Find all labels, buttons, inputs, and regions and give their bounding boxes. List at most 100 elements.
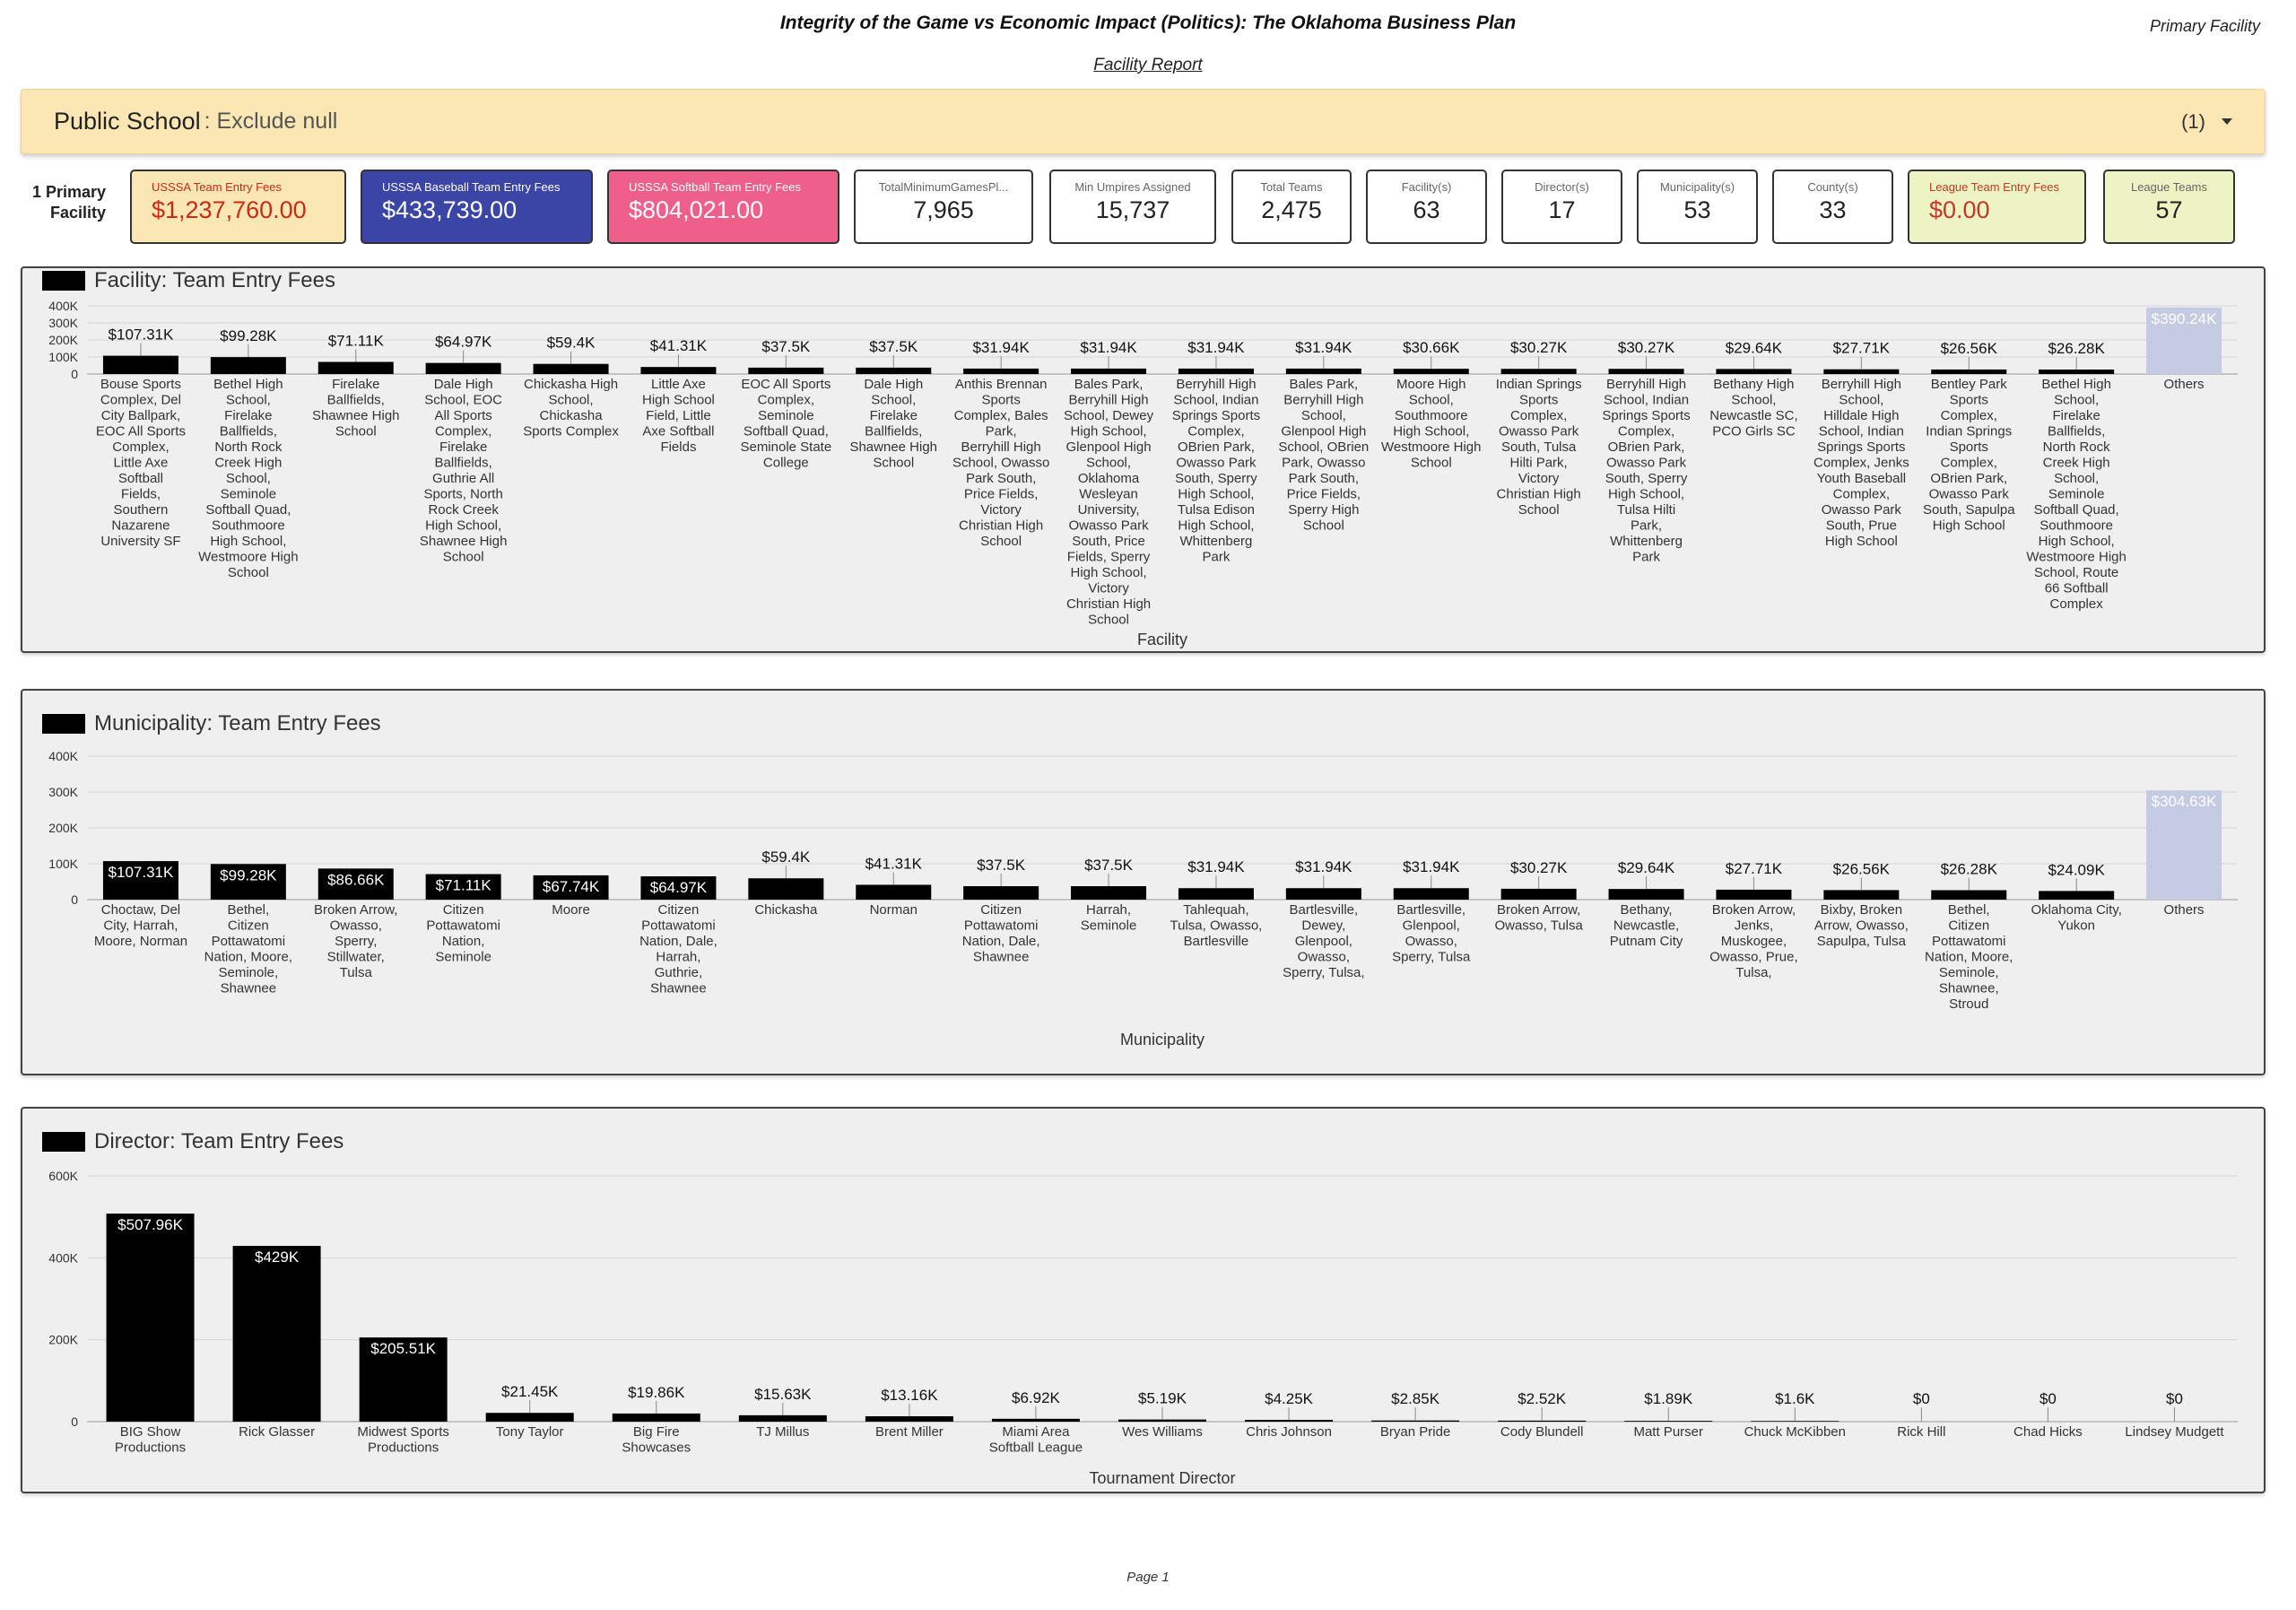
filter-bar[interactable]: Public School : Exclude null (1) [21,89,2266,154]
legend-swatch [42,271,85,291]
bar[interactable] [102,355,178,374]
data-label: $31.94K [972,339,1030,356]
x-category-label: Cody Blundell [1500,1424,1584,1440]
bar[interactable] [2039,370,2115,374]
x-category-label: Berryhill High School, Hilldale High School… [1813,377,1909,549]
bar[interactable] [856,884,932,900]
bar[interactable] [1823,890,1900,900]
kpi-counties[interactable]: County(s) 33 [1772,170,1893,244]
kpi-usssa-softball-fees[interactable]: USSSA Softball Team Entry Fees $804,021.… [607,170,839,244]
bar[interactable] [533,363,609,374]
bar[interactable] [359,1337,448,1422]
bar[interactable] [1608,369,1684,374]
bar-others[interactable] [2146,307,2222,374]
y-tick-label: 200K [48,1333,78,1347]
bar[interactable] [963,886,1039,900]
bar[interactable] [1245,1420,1334,1422]
kpi-value: 7,965 [913,196,974,223]
bar-others[interactable] [2146,790,2222,900]
x-category-label: Bethel, Citizen Pottawatomi Nation, Moore, S… [1925,902,2013,1012]
director-chart-panel: Director: Team Entry Fees 0 200K 400K 600K $… [21,1107,2266,1493]
bar[interactable] [748,878,824,900]
chevron-down-icon[interactable] [2222,118,2232,125]
x-category-label: Broken Arrow, Jenks, Muskogee, Owasso, Prue… [1709,902,1797,980]
y-tick-label: 0 [71,1414,78,1429]
bar[interactable] [1751,1421,1839,1422]
y-tick-label: 300K [48,316,78,330]
bar[interactable] [317,361,394,374]
bar[interactable] [210,357,286,374]
kpi-min-umpires[interactable]: Min Umpires Assigned 15,737 [1049,170,1216,244]
data-label: $31.94K [1295,858,1352,875]
bar[interactable] [1393,369,1469,374]
kpi-label: League Teams [2130,180,2208,194]
bar[interactable] [1371,1420,1460,1422]
kpi-league-team-entry-fees[interactable]: League Team Entry Fees $0.00 [1908,170,2086,244]
bar[interactable] [865,1415,953,1422]
bar[interactable] [232,1246,321,1422]
x-category-label: Citizen Pottawatomi Nation, Dale, Shawnee [962,902,1040,965]
kpi-value: 15,737 [1095,196,1170,223]
bar[interactable] [1716,369,1792,374]
bar[interactable] [1608,889,1684,900]
bar[interactable] [1498,1420,1587,1422]
bar[interactable] [612,1413,700,1422]
bar[interactable] [856,367,932,374]
bar[interactable] [1716,889,1792,900]
bar[interactable] [1178,368,1254,374]
bar[interactable] [210,864,286,900]
y-tick-label: 400K [48,749,78,763]
y-tick-label: 0 [71,367,78,381]
bar[interactable] [640,367,717,374]
bar[interactable] [533,875,609,900]
kpi-league-teams[interactable]: League Teams 57 [2103,170,2235,244]
x-category-label: Others [2164,377,2205,392]
bar[interactable] [991,1418,1080,1422]
bar[interactable] [1118,1419,1206,1422]
bar[interactable] [425,874,501,900]
bar[interactable] [1931,369,2007,374]
kpi-facilities[interactable]: Facility(s) 63 [1366,170,1487,244]
bar[interactable] [2039,891,2115,900]
data-label: $37.5K [977,857,1026,874]
x-category-label: BIG Show Productions [115,1424,186,1456]
bar[interactable] [425,362,501,374]
bar[interactable] [1931,890,2007,900]
bar[interactable] [1071,886,1147,900]
bar[interactable] [317,868,394,900]
bar[interactable] [106,1214,195,1422]
filter-count: (1) [2181,109,2205,133]
bar[interactable] [1823,369,1900,374]
bar[interactable] [1071,368,1147,374]
bar[interactable] [748,367,824,374]
bar[interactable] [963,368,1039,374]
bar[interactable] [102,861,178,900]
data-label: $31.94K [1187,339,1245,356]
bar[interactable] [1624,1421,1713,1422]
bar[interactable] [1285,368,1361,374]
kpi-usssa-team-entry-fees[interactable]: USSSA Team Entry Fees $1,237,760.00 [130,170,346,244]
data-label: $31.94K [1080,339,1137,356]
bar[interactable] [1500,888,1577,900]
x-category-label: Bethany High School, Newcastle SC, PCO Girl… [1709,377,1797,439]
kpi-total-min-games[interactable]: TotalMinimumGamesPl... 7,965 [854,170,1033,244]
x-category-label: Anthis Brennan Sports Complex, Bales Park, B… [952,377,1049,549]
bar[interactable] [1285,888,1361,900]
bar[interactable] [1178,888,1254,900]
bar[interactable] [1500,369,1577,374]
data-label: $4.25K [1265,1390,1314,1407]
kpi-municipalities[interactable]: Municipality(s) 53 [1637,170,1758,244]
kpi-total-teams[interactable]: Total Teams 2,475 [1231,170,1352,244]
bar[interactable] [1393,888,1469,900]
y-tick-label: 200K [48,821,78,835]
filter-value: : Exclude null [204,109,338,134]
kpi-usssa-baseball-fees[interactable]: USSSA Baseball Team Entry Fees $433,739.… [361,170,593,244]
bar[interactable] [485,1413,574,1422]
filter-count-dropdown[interactable]: (1) [2181,110,2232,134]
kpi-value: 33 [1819,196,1847,223]
bar[interactable] [640,876,717,900]
bar[interactable] [738,1414,827,1422]
kpi-label: County(s) [1807,180,1858,194]
data-label: $390.24K [2152,310,2217,327]
kpi-directors[interactable]: Director(s) 17 [1501,170,1622,244]
